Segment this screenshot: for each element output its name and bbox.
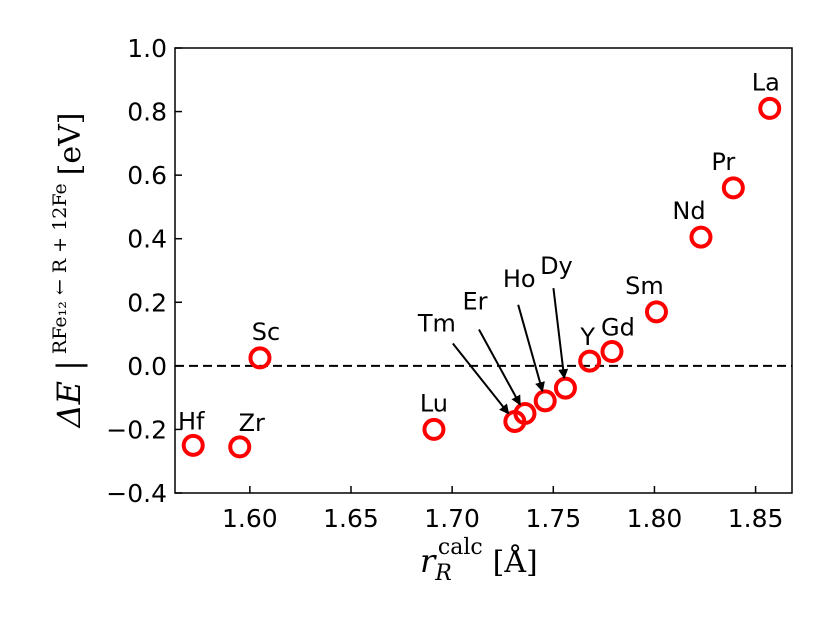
y-tick-label: 0.6: [127, 161, 167, 190]
point-label-gd: Gd: [601, 314, 635, 342]
point-label-sc: Sc: [252, 318, 280, 346]
data-point-y: [578, 349, 602, 373]
x-axis-title-main: r: [420, 542, 437, 580]
data-point-gd: [600, 340, 624, 364]
point-label-y: Y: [579, 323, 595, 351]
y-tick-label: −0.2: [106, 415, 167, 444]
data-point-dy: [553, 376, 577, 400]
point-label-nd: Nd: [672, 197, 705, 225]
y-axis-title-prefix: ΔE |: [50, 360, 88, 429]
y-tick-label: 0.8: [127, 98, 167, 127]
data-point-nd: [689, 225, 713, 249]
x-tick-label: 1.75: [525, 504, 581, 533]
y-tick-label: −0.4: [106, 479, 167, 508]
x-tick-label: 1.60: [222, 504, 278, 533]
data-point-lu: [422, 417, 446, 441]
point-label-sm: Sm: [625, 272, 664, 300]
x-axis-title-unit: [Å]: [493, 544, 538, 580]
y-axis-title: ΔE | RFe₁₂ ← R + 12Fe [eV]: [49, 112, 88, 429]
y-tick-label: 0.4: [127, 225, 167, 254]
x-tick-label: 1.65: [323, 504, 379, 533]
plot-frame: [174, 47, 793, 494]
point-label-pr: Pr: [711, 148, 735, 176]
x-axis-title-sup: calc: [438, 535, 483, 560]
point-label-la: La: [752, 68, 780, 96]
y-tick-label: 0.0: [127, 352, 167, 381]
y-tick-label: 0.2: [127, 288, 167, 317]
data-point-er: [513, 402, 537, 426]
x-tick-label: 1.85: [728, 504, 784, 533]
data-point-sc: [248, 346, 272, 370]
point-label-lu: Lu: [420, 389, 448, 417]
point-label-ho: Ho: [503, 265, 536, 293]
point-label-zr: Zr: [239, 409, 265, 437]
point-label-dy: Dy: [540, 252, 573, 280]
y-tick-label: 1.0: [127, 34, 167, 63]
data-point-zr: [228, 435, 252, 459]
point-label-hf: Hf: [178, 407, 205, 435]
x-tick-label: 1.80: [627, 504, 683, 533]
y-axis-title-unit: [eV]: [53, 112, 88, 175]
data-point-sm: [644, 300, 668, 324]
arrow-er: [478, 329, 522, 406]
data-point-hf: [181, 433, 205, 457]
arrow-dy: [552, 287, 569, 380]
x-axis-title: rRcalc [Å]: [420, 535, 538, 586]
point-label-tm: Tm: [417, 309, 456, 337]
data-point-la: [758, 96, 782, 120]
arrow-tm: [452, 342, 510, 415]
arrow-ho: [517, 304, 545, 393]
point-label-er: Er: [462, 288, 487, 316]
data-point-ho: [533, 389, 557, 413]
x-tick-label: 1.70: [424, 504, 480, 533]
x-axis-title-sub: R: [434, 561, 452, 586]
y-axis-title-sup: RFe₁₂ ← R + 12Fe: [49, 183, 71, 354]
data-point-pr: [721, 176, 745, 200]
